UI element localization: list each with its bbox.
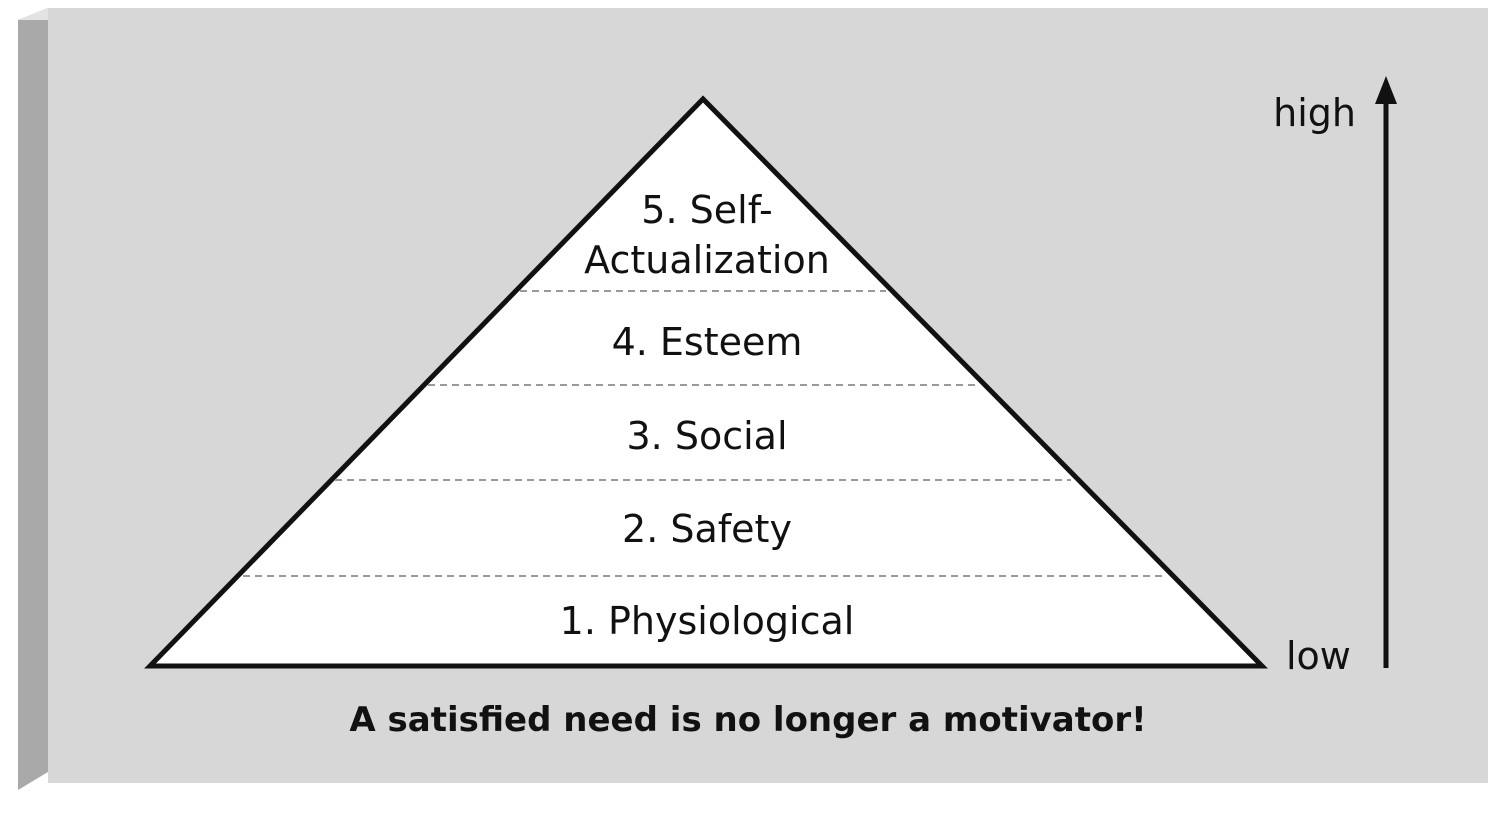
level-5-label-line2: Actualization [584, 238, 830, 282]
axis-low-label: low [1286, 634, 1351, 678]
panel-side-face [18, 8, 48, 790]
axis-high-label: high [1273, 91, 1356, 135]
level-4-label: 4. Esteem [612, 320, 803, 364]
level-2-label: 2. Safety [622, 507, 792, 551]
level-1-label: 1. Physiological [560, 599, 855, 643]
level-3-label: 3. Social [627, 414, 788, 458]
arrow-up-icon [1375, 76, 1397, 104]
caption: A satisfied need is no longer a motivato… [349, 700, 1146, 740]
pyramid [144, 95, 1268, 669]
level-5-label-line1: 5. Self- [641, 188, 772, 232]
